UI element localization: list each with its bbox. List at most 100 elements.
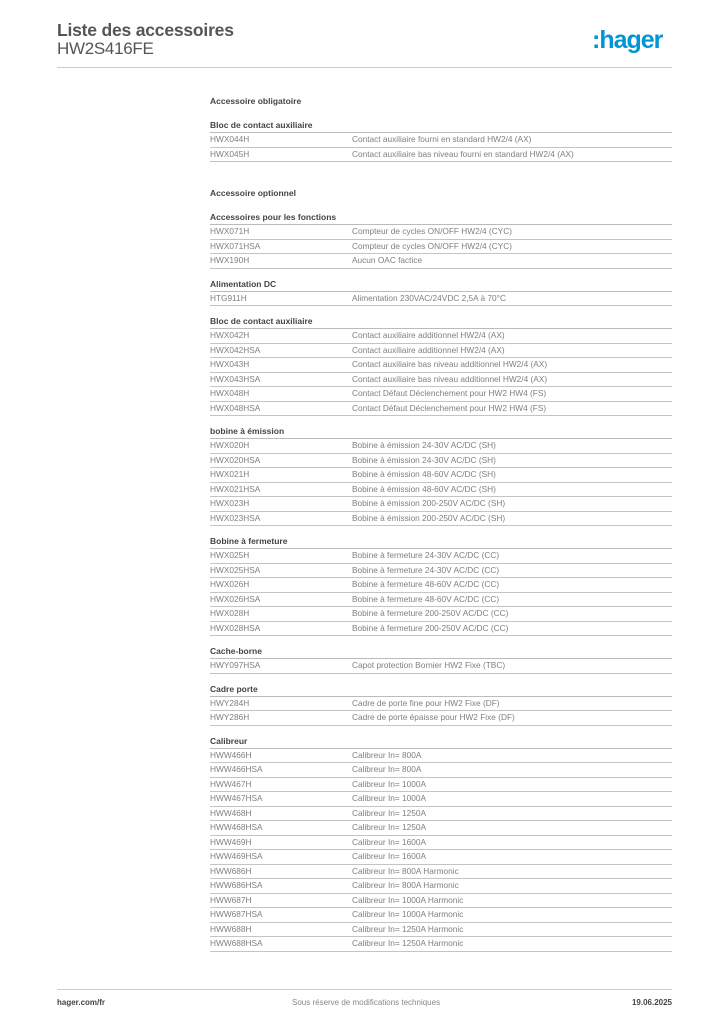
product-description: Calibreur In= 1000A bbox=[352, 778, 427, 789]
table-row: HWW466HSA Calibreur In= 800A bbox=[210, 763, 672, 778]
product-description: Compteur de cycles ON/OFF HW2/4 (CYC) bbox=[352, 240, 512, 251]
table-row: HWX071H Compteur de cycles ON/OFF HW2/4 (… bbox=[210, 225, 672, 240]
product-description: Bobine à fermeture 24-30V AC/DC (CC) bbox=[352, 564, 500, 575]
footer-website-link[interactable]: hager.com/fr bbox=[57, 998, 106, 1007]
product-description: Compteur de cycles ON/OFF HW2/4 (CYC) bbox=[352, 226, 512, 236]
table-row: HWW468HSA Calibreur In= 1250A bbox=[210, 821, 672, 836]
table-row: HWX190H Aucun OAC factice bbox=[210, 254, 672, 269]
product-description: Bobine à fermeture 48-60V AC/DC (CC) bbox=[352, 593, 500, 604]
product-description: Bobine à fermeture 48-60V AC/DC (CC) bbox=[352, 579, 500, 589]
group-heading: Accessoires pour les fonctions bbox=[210, 211, 672, 225]
table-row: HWY097HSA Capot protection Bornier HW2 Fi… bbox=[210, 659, 672, 674]
footer-notice: Sous réserve de modifications techniques bbox=[292, 998, 441, 1007]
table-row: HWX028H Bobine à fermeture 200-250V AC/DC… bbox=[210, 607, 672, 622]
product-ref: HWX028HSA bbox=[210, 622, 261, 633]
table-row: HWX048HSA Contact Défaut Déclenchement po… bbox=[210, 402, 672, 416]
hager-logo: :hager bbox=[592, 26, 663, 54]
table-row: HWY284H Cadre de porte fine pour HW2 Fixe… bbox=[210, 697, 672, 711]
product-description: Capot protection Bornier HW2 Fixe (TBC) bbox=[352, 660, 506, 670]
table-row: HWW469H Calibreur In= 1600A bbox=[210, 836, 672, 850]
table-row: HWW686HSA Calibreur In= 800A Harmonic bbox=[210, 879, 672, 894]
product-description: Contact auxiliaire bas niveau additionne… bbox=[352, 359, 548, 369]
group-heading: Bobine à fermeture bbox=[210, 535, 672, 549]
product-ref: HWW469H bbox=[210, 836, 252, 847]
product-ref: HWY286H bbox=[210, 712, 250, 722]
product-ref: HWX023H bbox=[210, 498, 250, 508]
table-row: HWW469HSA Calibreur In= 1600A bbox=[210, 850, 672, 865]
accessory-group: Cadre porte HWY284H Cadre de porte fine po… bbox=[210, 683, 672, 726]
product-ref: HWW687H bbox=[210, 894, 252, 905]
product-ref: HWY097HSA bbox=[210, 660, 261, 670]
table-row: HWX044H Contact auxiliaire fourni en stan… bbox=[210, 133, 672, 148]
footer-date: 19.06.2025 bbox=[631, 998, 672, 1007]
table-row: HWX021HSA Bobine à émission 48-60V AC/DC … bbox=[210, 483, 672, 497]
product-description: Bobine à fermeture 200-250V AC/DC (CC) bbox=[352, 608, 509, 618]
table-row: HWX026HSA Bobine à fermeture 48-60V AC/DC… bbox=[210, 593, 672, 607]
product-ref: HWX048H bbox=[210, 388, 250, 398]
section-title: Accessoire optionnel bbox=[210, 188, 296, 198]
product-description: Calibreur In= 800A bbox=[352, 764, 422, 774]
table-row: HWX042HSA Contact auxiliaire additionnel … bbox=[210, 344, 672, 358]
table-row: HWX071HSA Compteur de cycles ON/OFF HW2/4… bbox=[210, 240, 672, 254]
product-description: Calibreur In= 800A bbox=[352, 749, 422, 760]
table-row: HWX025H Bobine à fermeture 24-30V AC/DC (… bbox=[210, 549, 672, 564]
product-description: Bobine à émission 48-60V AC/DC (SH) bbox=[352, 469, 496, 479]
table-row: HWW466H Calibreur In= 800A bbox=[210, 749, 672, 763]
table-row: HWX043H Contact auxiliaire bas niveau add… bbox=[210, 358, 672, 373]
section-title: Accessoire obligatoire bbox=[210, 96, 302, 106]
product-ref: HWX023HSA bbox=[210, 512, 261, 523]
product-description: Calibreur In= 800A Harmonic bbox=[352, 865, 459, 876]
product-ref: HWX026H bbox=[210, 579, 250, 589]
table-row: HWW688HSA Calibreur In= 1250A Harmonic bbox=[210, 937, 672, 952]
product-ref: HWX043HSA bbox=[210, 373, 261, 384]
table-row: HWX028HSA Bobine à fermeture 200-250V AC/… bbox=[210, 622, 672, 636]
group-heading: Alimentation DC bbox=[210, 278, 672, 292]
product-ref: HWX020H bbox=[210, 440, 250, 450]
product-description: Contact auxiliaire bas niveau fourni en … bbox=[352, 148, 574, 159]
product-ref: HWX025H bbox=[210, 550, 250, 560]
product-description: Aucun OAC factice bbox=[352, 255, 423, 265]
product-description: Contact Défaut Déclenchement pour HW2 HW… bbox=[352, 402, 547, 413]
accessory-group: Cache-borne HWY097HSA Capot protection Bor… bbox=[210, 645, 672, 674]
product-description: Contact auxiliaire additionnel HW2/4 (AX… bbox=[352, 344, 505, 355]
product-description: Bobine à émission 24-30V AC/DC (SH) bbox=[352, 440, 496, 450]
accessories-list: Accessoire obligatoire Bloc de contact au… bbox=[210, 94, 672, 961]
product-ref: HWW687HSA bbox=[210, 909, 263, 919]
table-row: HWW468H Calibreur In= 1250A bbox=[210, 807, 672, 821]
product-description: Calibreur In= 1250A Harmonic bbox=[352, 923, 464, 934]
product-description: Calibreur In= 1600A bbox=[352, 836, 427, 847]
product-ref: HWW468HSA bbox=[210, 822, 263, 832]
product-description: Cadre de porte fine pour HW2 Fixe (DF) bbox=[352, 697, 500, 708]
product-ref: HWW468H bbox=[210, 807, 252, 818]
table-row: HWX045H Contact auxiliaire bas niveau fou… bbox=[210, 148, 672, 162]
product-ref: HWX025HSA bbox=[210, 564, 261, 575]
product-ref: HWX042HSA bbox=[210, 344, 261, 355]
product-description: Calibreur In= 1000A Harmonic bbox=[352, 894, 464, 905]
group-heading: Bloc de contact auxiliaire bbox=[210, 119, 672, 133]
table-row: HWX023HSA Bobine à émission 200-250V AC/D… bbox=[210, 512, 672, 526]
group-heading: Calibreur bbox=[210, 735, 672, 749]
table-row: HWX021H Bobine à émission 48-60V AC/DC (S… bbox=[210, 468, 672, 483]
product-reference: HW2S416FE bbox=[57, 39, 154, 58]
product-description: Bobine à émission 200-250V AC/DC (SH) bbox=[352, 512, 506, 523]
table-row: HWX043HSA Contact auxiliaire bas niveau a… bbox=[210, 373, 672, 387]
table-row: HWX020HSA Bobine à émission 24-30V AC/DC … bbox=[210, 454, 672, 468]
product-description: Bobine à émission 24-30V AC/DC (SH) bbox=[352, 454, 496, 465]
product-ref: HWW686H bbox=[210, 865, 252, 876]
page-title: Liste des accessoires bbox=[57, 20, 234, 40]
table-row: HWW687H Calibreur In= 1000A Harmonic bbox=[210, 894, 672, 908]
product-description: Bobine à fermeture 200-250V AC/DC (CC) bbox=[352, 622, 509, 633]
product-description: Bobine à émission 200-250V AC/DC (SH) bbox=[352, 498, 506, 508]
product-ref: HWX026HSA bbox=[210, 593, 261, 604]
group-heading: bobine à émission bbox=[210, 425, 672, 439]
product-description: Bobine à fermeture 24-30V AC/DC (CC) bbox=[352, 550, 500, 560]
product-description: Calibreur In= 1250A bbox=[352, 807, 427, 818]
product-ref: HWX020HSA bbox=[210, 454, 261, 465]
accessory-group: Alimentation DC HTG911H Alimentation 230VA… bbox=[210, 278, 672, 306]
accessory-group: Bobine à fermeture HWX025H Bobine à fermet… bbox=[210, 535, 672, 636]
product-ref: HWW686HSA bbox=[210, 880, 263, 890]
product-ref: HTG911H bbox=[210, 292, 247, 303]
product-description: Bobine à émission 48-60V AC/DC (SH) bbox=[352, 483, 496, 494]
product-ref: HWX071HSA bbox=[210, 240, 261, 251]
product-ref: HWW466H bbox=[210, 749, 252, 760]
